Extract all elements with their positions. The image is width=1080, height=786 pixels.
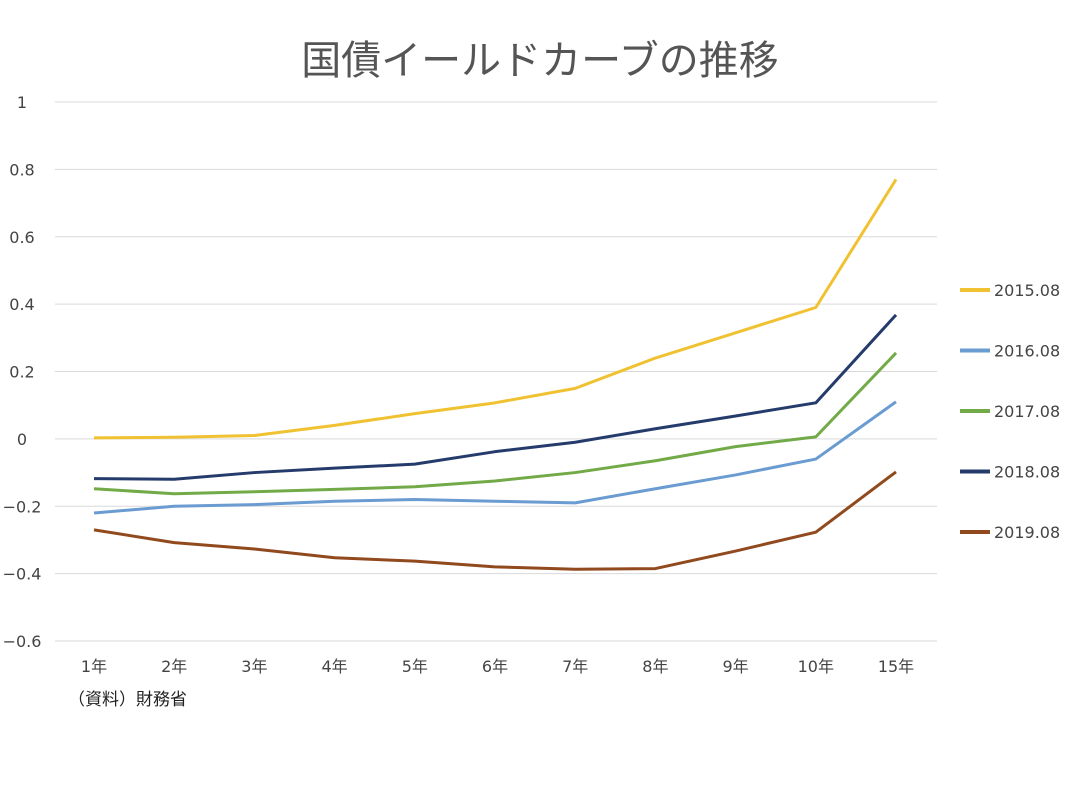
series-line-2015.08 (93, 178, 898, 440)
y-tick-label: −0.2 (3, 497, 42, 516)
x-tick-label: 9年 (723, 657, 749, 676)
series-line-2018.08 (93, 313, 898, 481)
x-tick-label: 1年 (81, 657, 107, 676)
x-tick-label: 3年 (241, 657, 267, 676)
legend-label: 2018.08 (994, 463, 1060, 482)
x-tick-label: 7年 (562, 657, 588, 676)
x-tick-label: 2年 (161, 657, 187, 676)
x-tick-label: 8年 (642, 657, 668, 676)
legend-label: 2017.08 (994, 402, 1060, 421)
y-tick-label: 0.6 (9, 228, 34, 247)
legend-label: 2016.08 (994, 342, 1060, 361)
series-line-2019.08 (93, 470, 897, 571)
source-note: （資料）財務省 (68, 690, 187, 710)
legend-label: 2015.08 (994, 281, 1060, 300)
y-tick-label: 0.4 (9, 295, 34, 314)
series-line-2016.08 (93, 400, 897, 515)
chart-title: 国債イールドカーブの推移 (301, 38, 779, 84)
y-tick-label: −0.6 (3, 632, 42, 651)
series-line-2017.08 (93, 351, 898, 496)
y-tick-label: 0.2 (9, 363, 34, 382)
x-tick-label: 15年 (878, 657, 914, 676)
x-tick-label: 10年 (798, 657, 834, 676)
y-tick-label: −0.4 (3, 565, 42, 584)
legend-label: 2019.08 (994, 523, 1060, 542)
y-tick-label: 1 (17, 93, 27, 112)
x-tick-label: 4年 (322, 657, 348, 676)
x-tick-label: 6年 (482, 657, 508, 676)
x-tick-label: 5年 (402, 657, 428, 676)
y-tick-label: 0.8 (9, 160, 34, 179)
y-tick-label: 0 (17, 430, 27, 449)
